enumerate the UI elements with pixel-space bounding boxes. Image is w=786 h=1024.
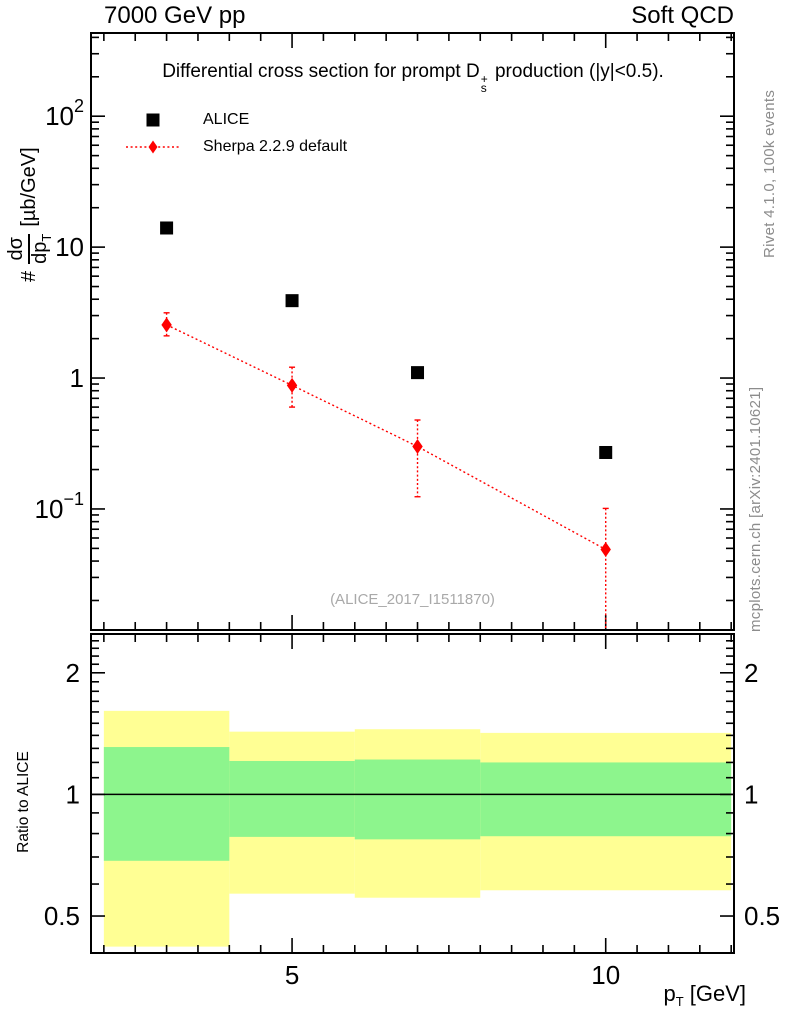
svg-text:10: 10 <box>55 232 84 262</box>
legend-item-sherpa: Sherpa 2.2.9 default <box>125 133 347 160</box>
sherpa-line <box>166 324 607 551</box>
y-axis-numerator: dσ <box>5 233 30 264</box>
y-axis-denominator: dpT <box>29 233 54 264</box>
particle-subscript: s <box>480 81 487 95</box>
sherpa-error-caps <box>163 312 609 510</box>
alice-marker-icon <box>146 113 160 126</box>
mcplots-arxiv-note: mcplots.cern.ch [arXiv:2401.10621] <box>747 386 764 632</box>
svg-text:102: 102 <box>45 96 84 131</box>
analysis-id-watermark: (ALICE_2017_I1511870) <box>330 591 495 608</box>
plot-title-suffix: production (|y|<0.5). <box>489 61 664 82</box>
plot-title-prefix: Differential cross section for prompt D <box>162 61 480 82</box>
main-panel-frame <box>90 32 735 631</box>
svg-text:5: 5 <box>285 960 299 990</box>
band-green <box>480 762 732 837</box>
tick-labels: 102 10 1 10−1 2 2 1 1 0.5 0.5 5 10 <box>35 96 781 990</box>
y-axis-fraction: dσ dpT <box>5 233 54 264</box>
band-green <box>354 759 481 840</box>
svg-text:2: 2 <box>744 658 758 688</box>
y-axis-label-prefix: # <box>18 270 41 282</box>
plot-title: Differential cross section for prompt D +… <box>96 61 730 95</box>
y-axis-label: # dσ dpT [µb/GeV] <box>5 32 54 282</box>
sherpa-marker-icon <box>126 140 180 153</box>
alice-markers <box>160 221 613 459</box>
axis-ticks <box>91 33 734 953</box>
legend: ALICE Sherpa 2.2.9 default <box>125 106 347 160</box>
legend-item-alice: ALICE <box>125 106 347 133</box>
svg-text:0.5: 0.5 <box>44 901 80 931</box>
svg-text:0.5: 0.5 <box>744 901 780 931</box>
svg-text:10: 10 <box>591 960 620 990</box>
y-axis-units: [µb/GeV] <box>18 147 41 227</box>
process-group-label: Soft QCD <box>631 2 734 29</box>
ratio-panel-frame <box>90 633 735 954</box>
legend-label-sherpa: Sherpa 2.2.9 default <box>203 137 348 155</box>
ratio-axis-label: Ratio to ALICE <box>15 751 32 853</box>
particle-sup-sub: + s <box>480 72 488 95</box>
svg-text:1: 1 <box>70 363 84 393</box>
band-green <box>229 760 355 837</box>
rivet-version-note: Rivet 4.1.0, 100k events <box>761 89 778 258</box>
sherpa-error-bars <box>165 312 607 630</box>
svg-text:1: 1 <box>66 779 80 809</box>
legend-label-alice: ALICE <box>203 110 250 128</box>
x-axis-label: pT [GeV] <box>663 981 746 1009</box>
svg-text:2: 2 <box>66 658 80 688</box>
svg-text:10−1: 10−1 <box>35 489 84 524</box>
beam-energy-label: 7000 GeV pp <box>104 2 246 29</box>
sherpa-markers <box>161 317 611 558</box>
ratio-bands <box>103 710 732 947</box>
particle-superscript: + <box>480 72 488 86</box>
band-green <box>103 747 230 861</box>
svg-text:1: 1 <box>744 779 758 809</box>
